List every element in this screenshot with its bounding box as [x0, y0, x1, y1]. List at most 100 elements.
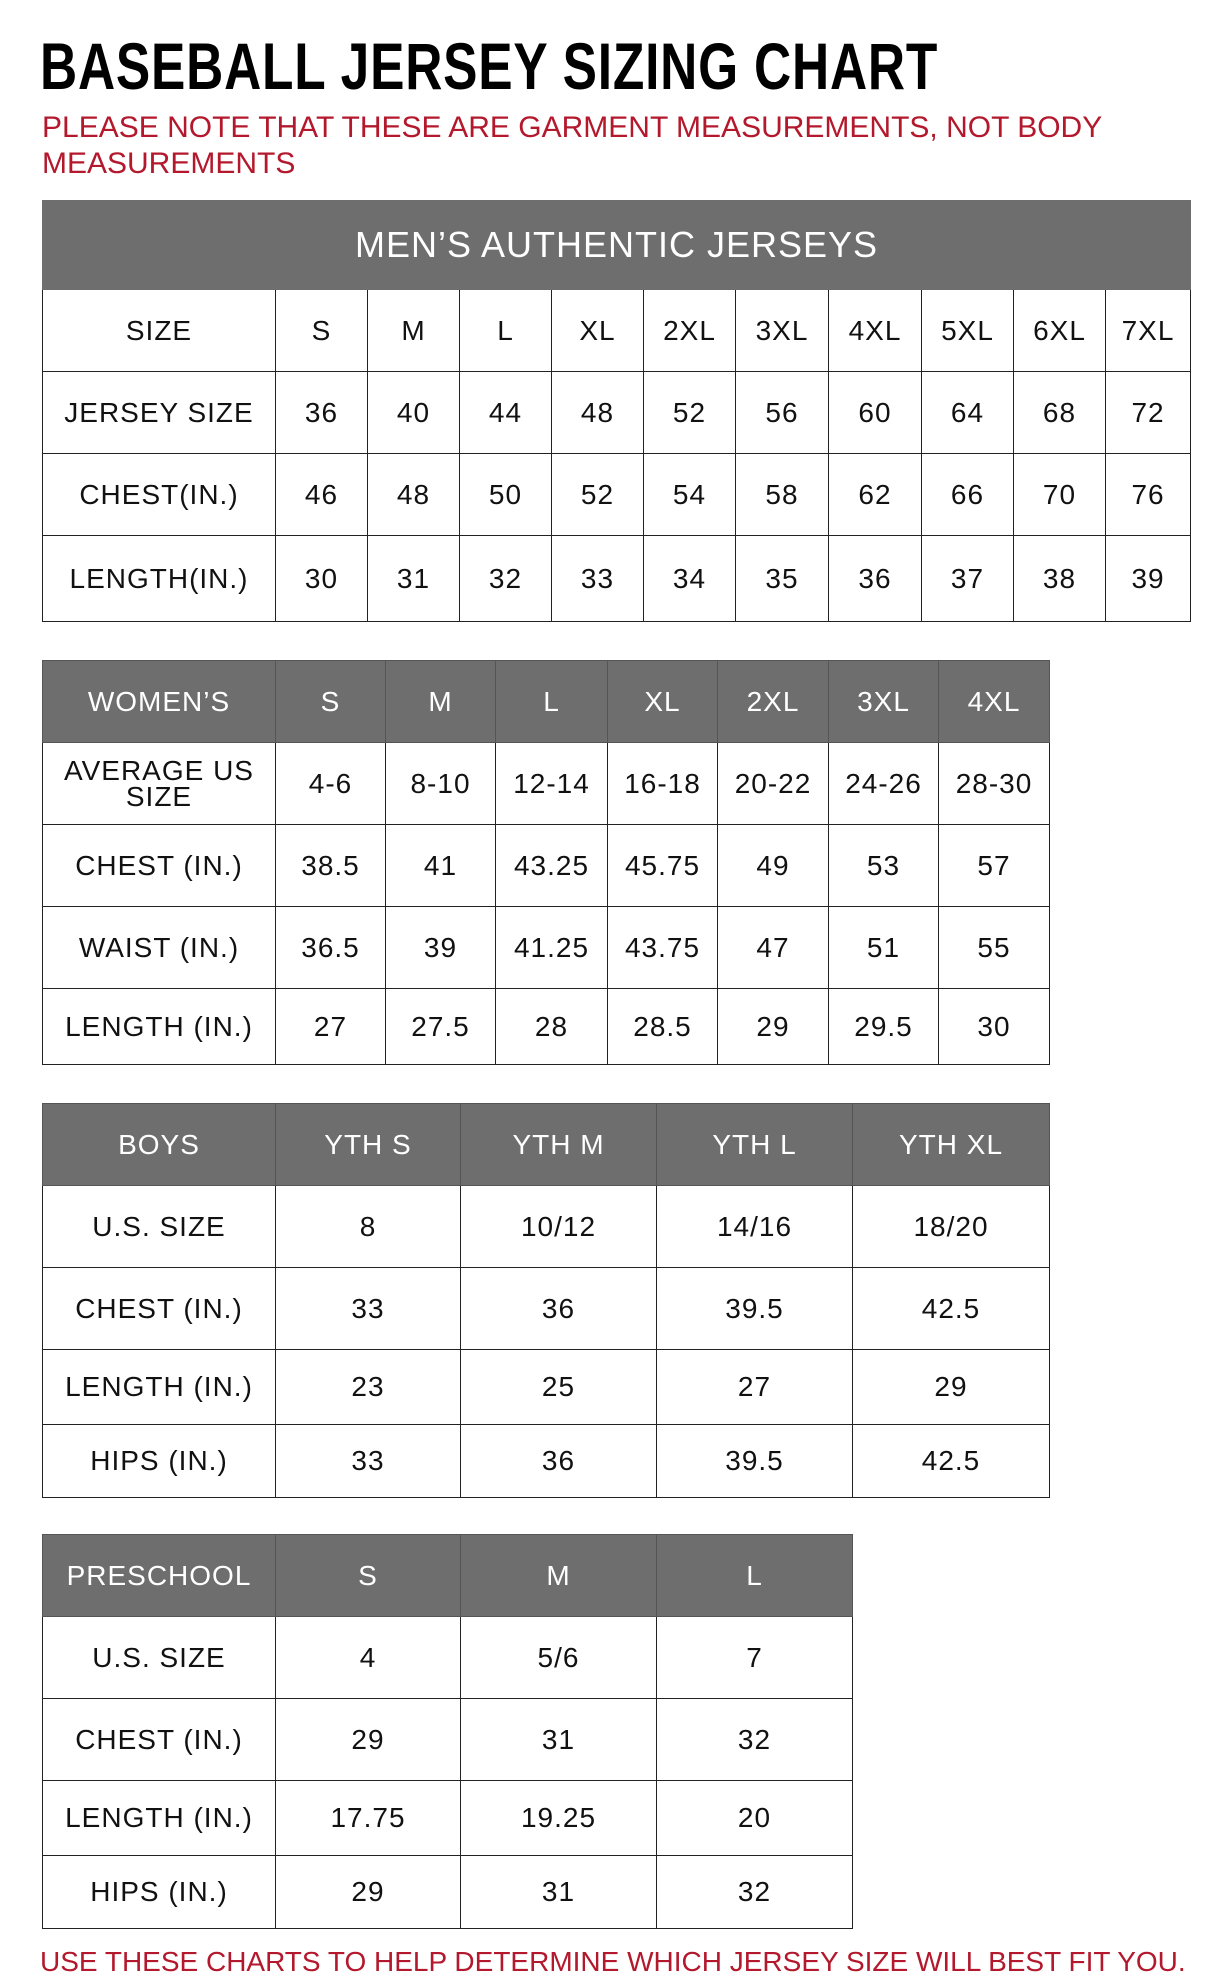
table-cell: 28: [495, 988, 608, 1065]
table-cell: 39: [1104, 535, 1192, 622]
table-cell: 31: [367, 535, 460, 622]
table-cell: 36: [275, 371, 368, 454]
size-header: 2XL: [643, 289, 736, 372]
table-cell: 34: [643, 535, 736, 622]
table-row: LENGTH (IN.) 17.75 19.25 20: [42, 1780, 853, 1856]
size-header: 4XL: [938, 660, 1050, 743]
size-header: 6XL: [1013, 289, 1106, 372]
mens-header-row: SIZE S M L XL 2XL 3XL 4XL 5XL 6XL 7XL: [42, 289, 1192, 372]
table-cell: 5/6: [460, 1616, 657, 1699]
size-header: S: [275, 289, 368, 372]
size-header: L: [495, 660, 608, 743]
table-cell: 33: [551, 535, 644, 622]
table-row: JERSEY SIZE 36 40 44 48 52 56 60 64 68 72: [42, 371, 1192, 454]
table-cell: 54: [643, 453, 736, 536]
table-cell: 20: [656, 1780, 853, 1856]
row-label: LENGTH (IN.): [42, 988, 276, 1065]
table-cell: 40: [367, 371, 460, 454]
table-cell: 29: [275, 1698, 461, 1781]
row-label: AVERAGE US SIZE: [42, 742, 276, 825]
table-row: AVERAGE US SIZE 4-6 8-10 12-14 16-18 20-22 24-…: [42, 742, 1050, 825]
size-header: L: [459, 289, 552, 372]
table-cell: 41.25: [495, 906, 608, 989]
boys-table: BOYS YTH S YTH M YTH L YTH XL U.S. SIZE 8 10/12…: [42, 1103, 1050, 1498]
table-cell: 20-22: [717, 742, 829, 825]
page-title: BASEBALL JERSEY SIZING CHART: [40, 29, 939, 103]
table-cell: 48: [551, 371, 644, 454]
table-cell: 56: [735, 371, 829, 454]
table-row: U.S. SIZE 8 10/12 14/16 18/20: [42, 1185, 1050, 1268]
row-label: BOYS: [42, 1103, 276, 1186]
table-cell: 29: [852, 1349, 1050, 1425]
table-cell: 7: [656, 1616, 853, 1699]
table-cell: 8-10: [385, 742, 496, 825]
table-cell: 24-26: [828, 742, 939, 825]
table-cell: 57: [938, 824, 1050, 907]
size-header: M: [367, 289, 460, 372]
size-header: 5XL: [921, 289, 1014, 372]
table-cell: 50: [459, 453, 552, 536]
table-cell: 19.25: [460, 1780, 657, 1856]
table-cell: 66: [921, 453, 1014, 536]
table-cell: 76: [1104, 453, 1192, 536]
table-cell: 52: [551, 453, 644, 536]
table-cell: 36.5: [275, 906, 386, 989]
table-cell: 47: [717, 906, 829, 989]
table-cell: 72: [1104, 371, 1192, 454]
mens-table: MEN’S AUTHENTIC JERSEYS SIZE S M L XL 2XL 3XL 4X…: [41, 200, 1192, 622]
size-header: M: [460, 1534, 657, 1617]
table-cell: 36: [460, 1424, 657, 1498]
size-header: YTH M: [460, 1103, 657, 1186]
preschool-table: PRESCHOOL S M L U.S. SIZE 4 5/6 7 CHEST (IN.) 29 3…: [42, 1534, 853, 1929]
table-row: LENGTH (IN.) 23 25 27 29: [42, 1349, 1050, 1425]
table-cell: 14/16: [656, 1185, 853, 1268]
row-label: WOMEN’S: [42, 660, 276, 743]
table-cell: 62: [828, 453, 922, 536]
table-cell: 23: [275, 1349, 461, 1425]
row-label: WAIST (IN.): [42, 906, 276, 989]
table-cell: 42.5: [852, 1424, 1050, 1498]
table-row: HIPS (IN.) 29 31 32: [42, 1855, 853, 1929]
table-cell: 55: [938, 906, 1050, 989]
size-header: 3XL: [735, 289, 829, 372]
table-cell: 68: [1013, 371, 1106, 454]
row-label: CHEST (IN.): [42, 824, 276, 907]
row-label: U.S. SIZE: [42, 1185, 276, 1268]
table-cell: 44: [459, 371, 552, 454]
table-cell: 38.5: [275, 824, 386, 907]
size-header: XL: [551, 289, 644, 372]
table-cell: 35: [735, 535, 829, 622]
table-cell: 12-14: [495, 742, 608, 825]
size-header: S: [275, 660, 386, 743]
table-cell: 38: [1013, 535, 1106, 622]
table-cell: 33: [275, 1267, 461, 1350]
table-cell: 32: [656, 1855, 853, 1929]
table-cell: 31: [460, 1855, 657, 1929]
table-cell: 41: [385, 824, 496, 907]
mens-table-caption: MEN’S AUTHENTIC JERSEYS: [41, 200, 1192, 290]
table-cell: 16-18: [607, 742, 718, 825]
table-row: WAIST (IN.) 36.5 39 41.25 43.75 47 51 55: [42, 906, 1050, 989]
table-cell: 33: [275, 1424, 461, 1498]
size-header: M: [385, 660, 496, 743]
table-cell: 32: [459, 535, 552, 622]
table-cell: 29: [717, 988, 829, 1065]
table-cell: 25: [460, 1349, 657, 1425]
row-label: HIPS (IN.): [42, 1855, 276, 1929]
table-cell: 51: [828, 906, 939, 989]
table-cell: 52: [643, 371, 736, 454]
table-cell: 29: [275, 1855, 461, 1929]
table-cell: 4: [275, 1616, 461, 1699]
table-row: CHEST (IN.) 33 36 39.5 42.5: [42, 1267, 1050, 1350]
boys-header-row: BOYS YTH S YTH M YTH L YTH XL: [42, 1103, 1050, 1186]
row-label: PRESCHOOL: [42, 1534, 276, 1617]
table-row: HIPS (IN.) 33 36 39.5 42.5: [42, 1424, 1050, 1498]
table-row: CHEST(IN.) 46 48 50 52 54 58 62 66 70 76: [42, 453, 1192, 536]
size-header: L: [656, 1534, 853, 1617]
table-cell: 64: [921, 371, 1014, 454]
table-cell: 28.5: [607, 988, 718, 1065]
table-cell: 32: [656, 1698, 853, 1781]
size-header: 7XL: [1104, 289, 1192, 372]
table-cell: 43.25: [495, 824, 608, 907]
table-cell: 49: [717, 824, 829, 907]
